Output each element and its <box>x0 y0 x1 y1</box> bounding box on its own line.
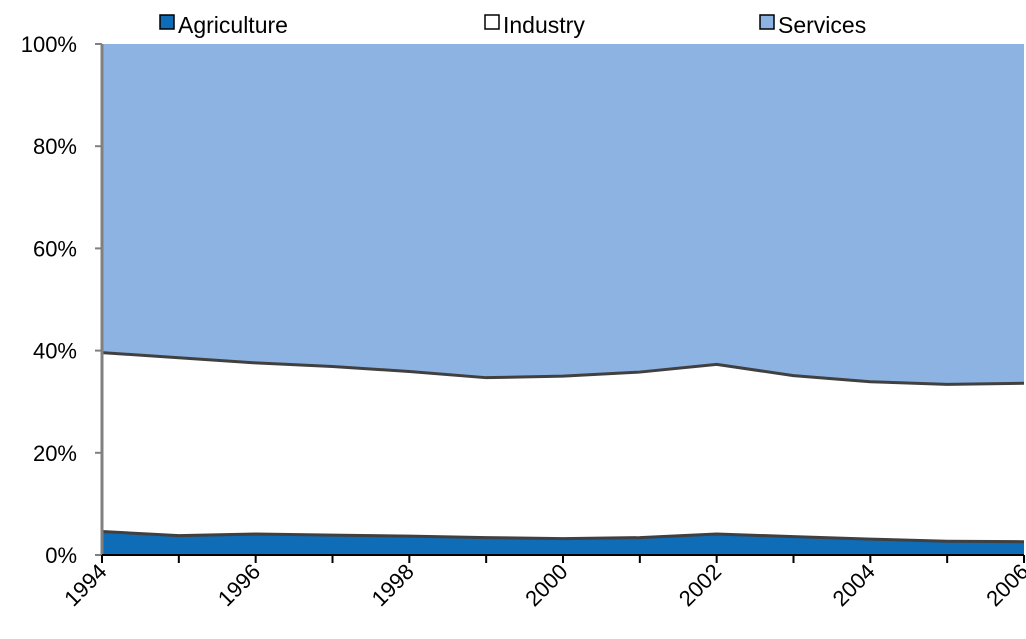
y-tick-label: 40% <box>33 339 77 364</box>
area-services <box>102 44 1024 385</box>
legend-label: Services <box>778 12 866 38</box>
plot-area <box>101 44 1025 555</box>
x-tick-label: 2004 <box>828 559 880 611</box>
legend-swatch <box>159 14 175 30</box>
area-industry <box>102 352 1024 542</box>
x-tick-label: 1996 <box>213 559 265 611</box>
legend-swatch <box>484 14 500 30</box>
y-tick-label: 80% <box>33 134 77 159</box>
legend-swatch <box>759 14 775 30</box>
y-tick-label: 20% <box>33 441 77 466</box>
legend-label: Agriculture <box>178 12 288 38</box>
legend: Agriculture Industry Services <box>159 12 866 38</box>
legend-label: Industry <box>503 12 585 38</box>
x-tick-label: 1998 <box>367 559 419 611</box>
line-agriculture-top <box>101 529 1025 544</box>
legend-item-services: Services <box>759 12 866 38</box>
y-tick-label: 0% <box>45 543 77 568</box>
line-industry-top <box>101 351 1025 386</box>
legend-item-industry: Industry <box>484 12 585 38</box>
x-tick-label: 2000 <box>520 559 572 611</box>
x-tick-label: 2006 <box>981 559 1026 611</box>
x-tick-label: 2002 <box>674 559 726 611</box>
legend-item-agriculture: Agriculture <box>159 12 288 38</box>
y-tick-label: 60% <box>33 236 77 261</box>
y-tick-label: 100% <box>21 32 77 57</box>
